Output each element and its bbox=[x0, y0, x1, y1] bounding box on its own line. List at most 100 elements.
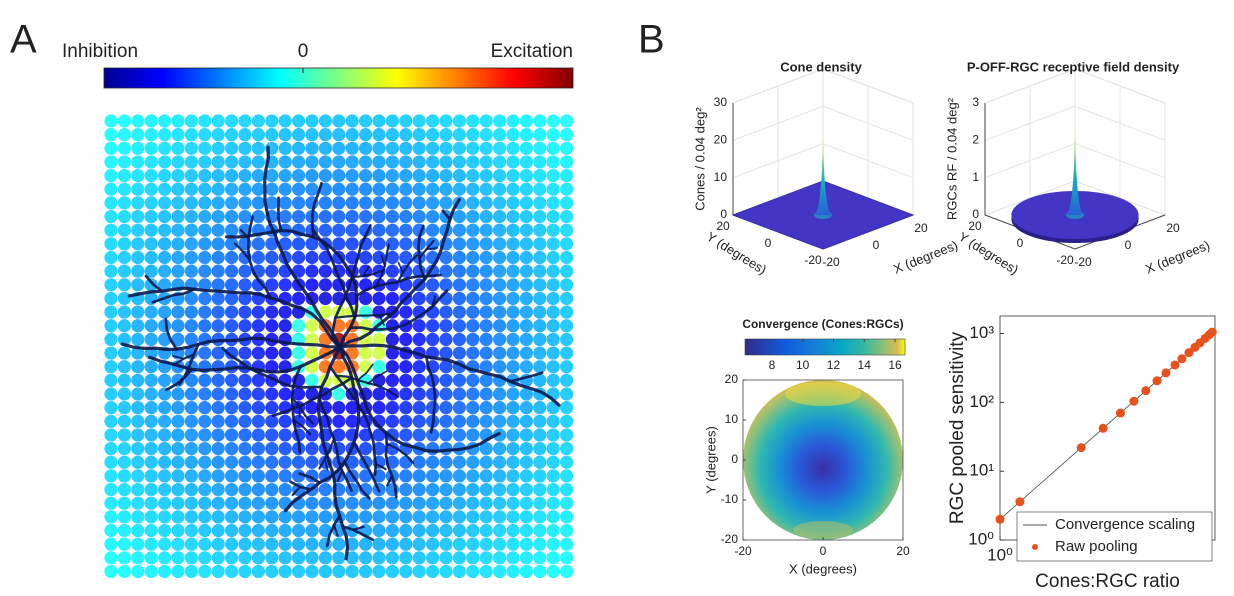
cell bbox=[439, 306, 452, 319]
cell bbox=[131, 428, 144, 441]
cell bbox=[533, 224, 546, 237]
cell bbox=[520, 306, 533, 319]
cell bbox=[520, 333, 533, 346]
cell bbox=[560, 333, 573, 346]
cell bbox=[439, 128, 452, 141]
cell bbox=[453, 483, 466, 496]
cell bbox=[560, 265, 573, 278]
cell bbox=[252, 169, 265, 182]
z-tick-label: 10 bbox=[714, 170, 728, 184]
z-tick-label: 2 bbox=[972, 133, 979, 147]
cell bbox=[185, 442, 198, 455]
cell bbox=[185, 551, 198, 564]
cell bbox=[252, 237, 265, 250]
panel-label: A bbox=[10, 18, 37, 62]
z-axis-label: Cones / 0.04 deg² bbox=[692, 107, 707, 211]
cell bbox=[238, 456, 251, 469]
cell bbox=[506, 306, 519, 319]
cell bbox=[332, 551, 345, 564]
cell bbox=[466, 251, 479, 264]
cell bbox=[104, 565, 117, 578]
cell bbox=[305, 456, 318, 469]
cell bbox=[560, 469, 573, 482]
cell bbox=[439, 469, 452, 482]
cell bbox=[466, 333, 479, 346]
cell bbox=[252, 456, 265, 469]
cell bbox=[292, 237, 305, 250]
cell bbox=[506, 510, 519, 523]
cell bbox=[158, 142, 171, 155]
cell bbox=[279, 387, 292, 400]
cell bbox=[506, 224, 519, 237]
cell bbox=[212, 387, 225, 400]
cell bbox=[413, 333, 426, 346]
cell bbox=[372, 306, 385, 319]
cell bbox=[305, 114, 318, 127]
cell bbox=[332, 224, 345, 237]
cell bbox=[145, 456, 158, 469]
cell bbox=[158, 469, 171, 482]
colorbar-label: 0 bbox=[298, 41, 309, 62]
x-tick-label: -20 bbox=[822, 255, 840, 269]
cell bbox=[386, 497, 399, 510]
cell bbox=[439, 551, 452, 564]
cell bbox=[279, 524, 292, 537]
point bbox=[1077, 443, 1086, 452]
cell bbox=[131, 265, 144, 278]
cell bbox=[238, 387, 251, 400]
cell bbox=[453, 265, 466, 278]
cell bbox=[413, 210, 426, 223]
cell bbox=[185, 114, 198, 127]
cell bbox=[520, 265, 533, 278]
cell bbox=[439, 538, 452, 551]
cell bbox=[520, 415, 533, 428]
cell bbox=[145, 237, 158, 250]
cell bbox=[252, 155, 265, 168]
cell bbox=[104, 442, 117, 455]
cell bbox=[118, 128, 131, 141]
cell bbox=[305, 128, 318, 141]
cell bbox=[305, 142, 318, 155]
cell bbox=[533, 428, 546, 441]
cell bbox=[372, 524, 385, 537]
cell bbox=[413, 483, 426, 496]
cell bbox=[212, 374, 225, 387]
cell bbox=[560, 183, 573, 196]
cell bbox=[480, 142, 493, 155]
cell bbox=[118, 524, 131, 537]
point bbox=[1015, 497, 1024, 506]
cell bbox=[533, 456, 546, 469]
cell bbox=[372, 360, 385, 373]
cell bbox=[480, 456, 493, 469]
cell bbox=[292, 142, 305, 155]
cell bbox=[480, 183, 493, 196]
cell bbox=[118, 278, 131, 291]
cell bbox=[198, 442, 211, 455]
cell bbox=[560, 306, 573, 319]
cell bbox=[104, 483, 117, 496]
cell bbox=[279, 565, 292, 578]
cell bbox=[386, 538, 399, 551]
cell bbox=[453, 565, 466, 578]
cell bbox=[439, 510, 452, 523]
cell bbox=[185, 510, 198, 523]
cell bbox=[533, 292, 546, 305]
cell bbox=[480, 510, 493, 523]
cell bbox=[466, 265, 479, 278]
colorbar-tick-label: 16 bbox=[888, 358, 902, 372]
cell bbox=[453, 114, 466, 127]
cell bbox=[426, 319, 439, 332]
cell bbox=[560, 456, 573, 469]
y-tick-label: 10 bbox=[725, 412, 739, 426]
cell bbox=[158, 538, 171, 551]
cell bbox=[547, 551, 560, 564]
cell bbox=[480, 251, 493, 264]
cell bbox=[131, 142, 144, 155]
cell bbox=[332, 142, 345, 155]
cell bbox=[466, 551, 479, 564]
cell bbox=[292, 510, 305, 523]
cell bbox=[198, 196, 211, 209]
cell bbox=[332, 415, 345, 428]
cell bbox=[493, 497, 506, 510]
cell bbox=[520, 292, 533, 305]
